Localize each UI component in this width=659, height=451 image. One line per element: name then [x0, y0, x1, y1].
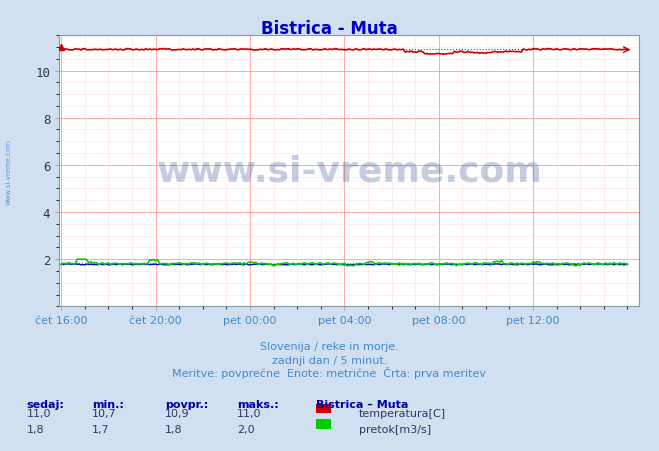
Text: Meritve: povprečne  Enote: metrične  Črta: prva meritev: Meritve: povprečne Enote: metrične Črta:… [173, 367, 486, 378]
Text: 10,7: 10,7 [92, 408, 117, 418]
Text: zadnji dan / 5 minut.: zadnji dan / 5 minut. [272, 355, 387, 365]
Text: www.si-vreme.com: www.si-vreme.com [5, 138, 12, 204]
Text: 1,8: 1,8 [165, 424, 183, 434]
Text: Bistrica – Muta: Bistrica – Muta [316, 399, 409, 409]
Text: temperatura[C]: temperatura[C] [359, 408, 446, 418]
Text: www.si-vreme.com: www.si-vreme.com [156, 154, 542, 189]
Text: Slovenija / reke in morje.: Slovenija / reke in morje. [260, 341, 399, 351]
Text: 11,0: 11,0 [26, 408, 51, 418]
Text: min.:: min.: [92, 399, 124, 409]
Text: 1,8: 1,8 [26, 424, 44, 434]
Text: 1,7: 1,7 [92, 424, 110, 434]
Text: 11,0: 11,0 [237, 408, 262, 418]
Text: pretok[m3/s]: pretok[m3/s] [359, 424, 431, 434]
Text: povpr.:: povpr.: [165, 399, 208, 409]
Text: 10,9: 10,9 [165, 408, 189, 418]
Text: 2,0: 2,0 [237, 424, 255, 434]
Text: sedaj:: sedaj: [26, 399, 64, 409]
Text: Bistrica - Muta: Bistrica - Muta [261, 20, 398, 38]
Text: maks.:: maks.: [237, 399, 279, 409]
